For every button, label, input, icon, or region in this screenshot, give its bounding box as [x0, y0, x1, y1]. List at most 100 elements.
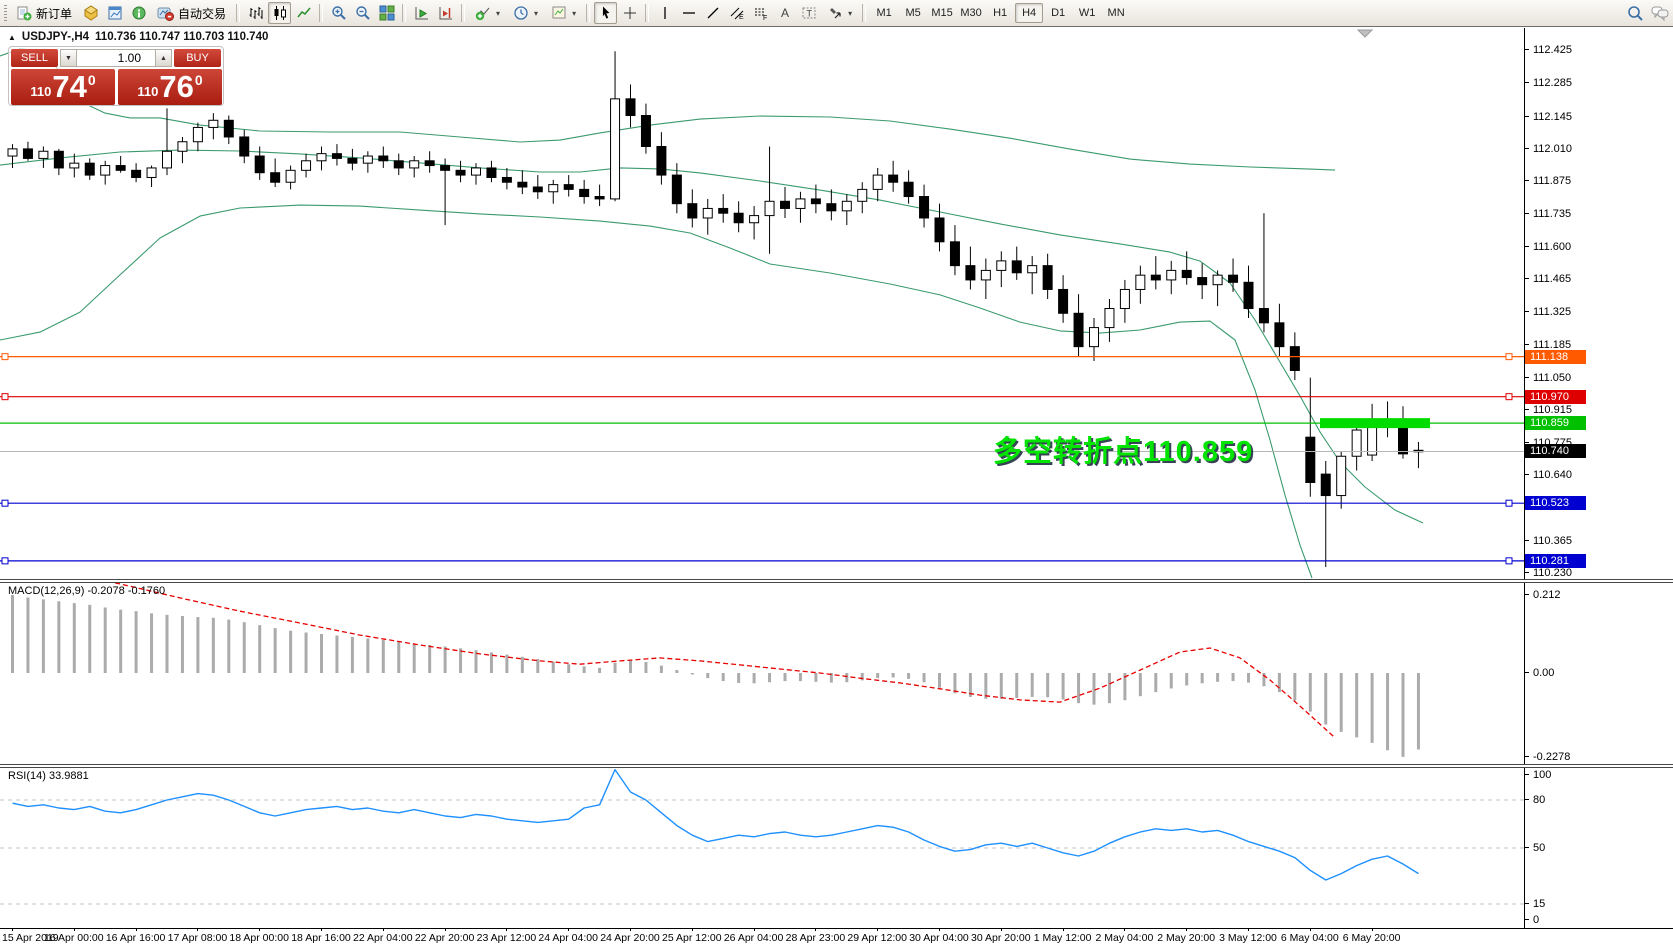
horizontal-line-tool-button[interactable]: [677, 2, 700, 24]
line-handle-right[interactable]: [1505, 393, 1513, 401]
buy-price-pips: 76: [159, 69, 194, 104]
svg-text:T: T: [806, 9, 812, 19]
search-button[interactable]: [1624, 2, 1647, 24]
timeframe-button-h4[interactable]: H4: [1015, 3, 1044, 23]
timeframe-button-d1[interactable]: D1: [1051, 7, 1066, 19]
tile-windows-button[interactable]: [375, 2, 398, 24]
tick-text: 112.145: [1533, 110, 1572, 123]
candle-body-bear: [1197, 277, 1208, 286]
candle-body-bear: [563, 184, 574, 190]
cursor-tool-button[interactable]: [594, 2, 618, 24]
autotrading-label: 自动交易: [178, 6, 227, 21]
tile-windows-icon: [379, 5, 395, 21]
tick-text: 110.365: [1533, 534, 1572, 547]
timeframe-button-w1[interactable]: W1: [1078, 7, 1096, 19]
templates-button[interactable]: ▾: [545, 2, 582, 24]
crosshair-tool-button[interactable]: [618, 2, 641, 24]
toolbar-separator: [236, 4, 241, 22]
zoom-out-button[interactable]: [351, 2, 374, 24]
macd-pane-canvas[interactable]: [0, 583, 1524, 765]
chat-button[interactable]: [1648, 2, 1671, 24]
autotrading-button[interactable]: 自动交易: [151, 2, 232, 24]
line-chart-button[interactable]: [292, 2, 315, 24]
collapse-triangle-icon[interactable]: ▲: [8, 32, 16, 42]
tick-text: 80: [1533, 794, 1546, 806]
timeframe-button-m15[interactable]: M15: [931, 7, 953, 19]
tick-mark: [1525, 277, 1529, 279]
text-label-tool-button[interactable]: T: [797, 2, 820, 24]
price-chart-canvas[interactable]: [0, 28, 1524, 580]
market-watch-button[interactable]: [79, 2, 102, 24]
time-label: 3 May 12:00: [1219, 932, 1277, 944]
volume-decrease-button[interactable]: ▼: [60, 49, 77, 67]
text-tool-button[interactable]: A: [773, 2, 796, 24]
time-axis[interactable]: 15 Apr 2019 16 Apr 00:00 16 Apr 16:00 17 Ap…: [0, 928, 1673, 948]
arrows-tool-button[interactable]: ▾: [821, 2, 858, 24]
line-handle-right[interactable]: [1505, 353, 1513, 361]
timeframe-bar: M1 M5 M15 M30 H1 H4 D1 W1 MN: [870, 3, 1130, 23]
line-handle-left[interactable]: [1, 557, 9, 565]
rsi-pane-canvas[interactable]: [0, 768, 1524, 928]
current-price-label: 110.740: [1525, 444, 1586, 459]
indicators-button[interactable]: ▾: [469, 2, 506, 24]
vertical-line-tool-button[interactable]: [653, 2, 676, 24]
trendline-tool-button[interactable]: [701, 2, 724, 24]
tick-mark: [1525, 539, 1529, 541]
time-label: 23 Apr 12:00: [476, 932, 537, 944]
tick-text: 100: [1533, 769, 1552, 781]
tick-text: 0.00: [1533, 667, 1555, 679]
pane-splitter[interactable]: [0, 579, 1673, 583]
volume-increase-button[interactable]: ▲: [155, 49, 172, 67]
candle-body-bear: [780, 200, 790, 209]
auto-scroll-button[interactable]: [410, 2, 433, 24]
timeframe-button-m30[interactable]: M30: [960, 7, 982, 19]
timeframe-button-m1[interactable]: M1: [876, 7, 892, 19]
candle-body-bear: [934, 217, 945, 243]
data-window-button[interactable]: [103, 2, 126, 24]
timeframe-button-m5[interactable]: M5: [905, 7, 921, 19]
trendline-icon: [705, 5, 721, 21]
fibonacci-tool-button[interactable]: F: [749, 2, 772, 24]
time-label: 16 Apr 00:00: [44, 932, 104, 944]
pane-splitter[interactable]: [0, 764, 1673, 768]
line-handle-left[interactable]: [1, 499, 9, 507]
bar-chart-button[interactable]: [244, 2, 267, 24]
line-handle-left[interactable]: [1, 353, 9, 361]
price-line-label-110.281: 110.281: [1525, 553, 1586, 568]
sell-button[interactable]: SELL: [11, 49, 58, 67]
candle-body-bear: [949, 241, 960, 267]
candlestick-chart-button[interactable]: [268, 2, 292, 24]
news-button[interactable]: [127, 2, 150, 24]
price-axis[interactable]: 112.425 112.285 112.145 112.010 111.875 111.7…: [1524, 28, 1673, 928]
tick-mark: [1525, 376, 1529, 378]
periods-button[interactable]: ▾: [507, 2, 544, 24]
candle-body-bear: [84, 162, 95, 176]
candlestick-chart-icon: [272, 5, 288, 21]
timeframe-button-mn[interactable]: MN: [1107, 7, 1125, 19]
tick-mark: [1525, 82, 1529, 84]
buy-price-button[interactable]: 110 76 0: [118, 69, 222, 105]
fibonacci-icon: F: [753, 5, 769, 21]
channel-tool-button[interactable]: E: [725, 2, 748, 24]
time-tick: [1000, 928, 1002, 931]
tick-text: 111.735: [1533, 208, 1572, 221]
line-handle-right[interactable]: [1505, 499, 1513, 507]
crosshair-icon: [622, 5, 638, 21]
candle-body-bull: [471, 167, 481, 176]
line-handle-right[interactable]: [1505, 557, 1513, 565]
candle-body-bear: [347, 157, 358, 164]
new-order-button[interactable]: 新订单: [10, 2, 78, 24]
zoom-in-button[interactable]: [327, 2, 350, 24]
sell-price-button[interactable]: 110 74 0: [11, 69, 115, 105]
chart-shift-marker-icon[interactable]: [1356, 29, 1374, 38]
line-handle-left[interactable]: [1, 393, 9, 401]
volume-field[interactable]: 1.00: [77, 49, 155, 67]
time-label: 24 Apr 20:00: [600, 932, 660, 944]
chart-annotation-text[interactable]: 多空转折点110.859: [993, 436, 1254, 468]
volume-spinner: ▼ 1.00 ▲: [60, 49, 172, 67]
timeframe-button-h1[interactable]: H1: [993, 7, 1008, 19]
highlight-zone-bar[interactable]: [1320, 418, 1430, 429]
chart-shift-button[interactable]: [434, 2, 457, 24]
candle-body-bear: [1305, 436, 1316, 483]
buy-button[interactable]: BUY: [174, 49, 221, 67]
